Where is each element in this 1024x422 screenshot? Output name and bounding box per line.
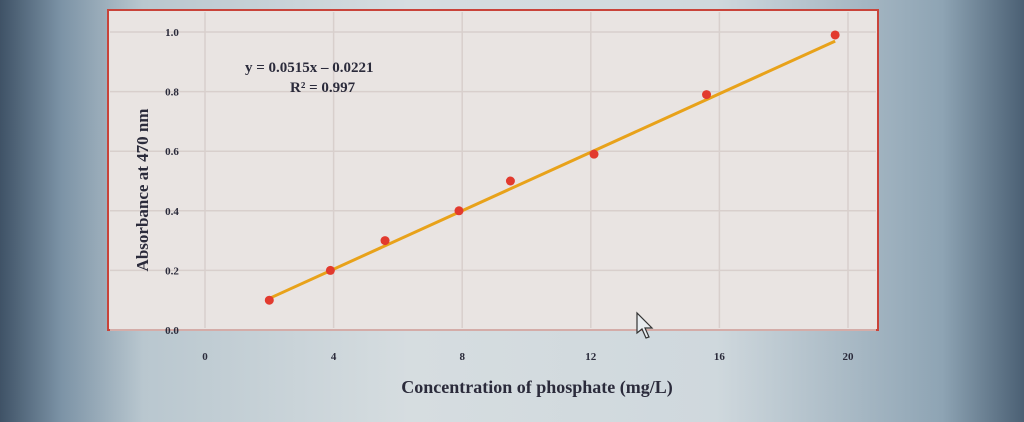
y-tick-label: 0.6	[165, 146, 179, 158]
cursor-icon	[636, 311, 654, 339]
data-point	[264, 295, 274, 305]
data-point	[325, 265, 335, 275]
data-point	[830, 30, 840, 40]
data-point	[380, 236, 390, 246]
x-tick-label: 16	[714, 351, 726, 363]
data-point	[505, 176, 515, 186]
y-tick-label: 0.2	[165, 265, 179, 277]
y-axis-label: Absorbance at 470 nm	[133, 109, 152, 272]
y-tick-label: 1.0	[165, 27, 179, 39]
trendline	[268, 39, 836, 300]
data-point	[702, 90, 712, 100]
data-point	[454, 206, 464, 216]
x-tick-label: 0	[202, 351, 208, 363]
x-tick-label: 20	[843, 351, 855, 363]
x-tick-label: 12	[585, 351, 597, 363]
y-tick-label: 0.0	[165, 325, 179, 337]
data-point	[589, 149, 599, 159]
x-tick-label: 4	[331, 351, 337, 363]
y-tick-label: 0.4	[165, 206, 179, 218]
y-tick-label: 0.8	[165, 87, 179, 99]
x-tick-label: 8	[459, 351, 465, 363]
plot-area	[107, 9, 879, 331]
x-axis-label: Concentration of phosphate (mg/L)	[401, 377, 673, 398]
r-squared: R² = 0.997	[290, 80, 356, 96]
trend-equation: y = 0.0515x – 0.0221	[245, 60, 374, 76]
grid	[110, 12, 876, 331]
data-points	[264, 30, 840, 305]
tick-labels: 0 4 8 12 16 20 0.0 0.2 0.4 0.6 0.8 1.0	[165, 27, 854, 363]
